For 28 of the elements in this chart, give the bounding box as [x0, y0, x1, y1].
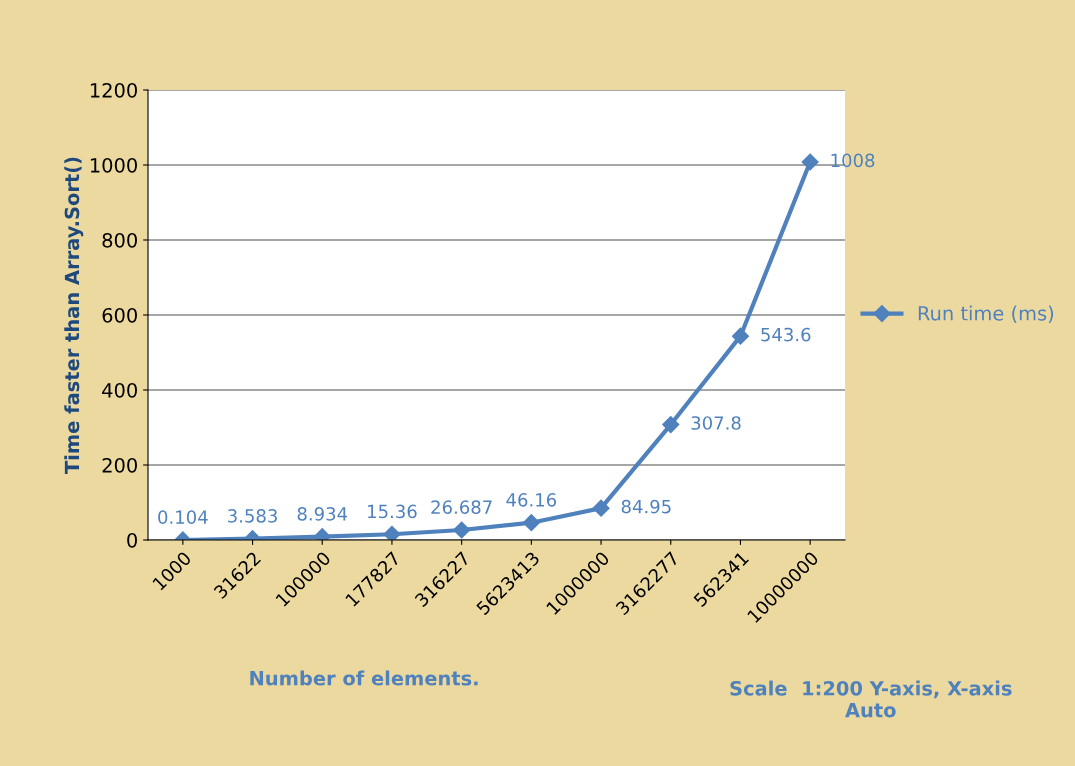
y-axis-title: Time faster than Array.Sort()	[64, 157, 84, 474]
data-label: 26.687	[431, 500, 492, 514]
y-tick-label: 1000	[90, 157, 137, 173]
data-label: 3.583	[228, 509, 277, 523]
y-tick-label: 800	[102, 232, 137, 248]
point	[731, 327, 750, 345]
y-tick-label: 400	[102, 382, 137, 398]
y-tick-label: 0	[127, 532, 137, 548]
point	[662, 416, 680, 434]
y-tick-label: 200	[102, 457, 137, 473]
legend-label: Run time (ms)	[918, 305, 1054, 323]
data-label: 307.8	[691, 416, 741, 430]
data-label: 8.934	[297, 506, 348, 521]
text: Scale 1:200 Y-axis, X-axis Auto	[730, 680, 1012, 718]
data-label: 46.16	[506, 493, 557, 507]
point	[522, 514, 540, 532]
point	[383, 525, 401, 540]
data-label: 84.95	[621, 499, 671, 514]
point	[801, 153, 819, 171]
y-tick-label: 1200	[90, 82, 137, 98]
y-tick-label: 600	[102, 307, 137, 323]
data-label: 543.6	[761, 327, 811, 342]
point	[592, 499, 610, 517]
data-label: 0.104	[158, 510, 208, 524]
data-label: 1008	[831, 153, 875, 168]
x-axis-title: Number of elements.	[250, 670, 478, 686]
data-label: 15.36	[368, 504, 417, 519]
point	[453, 521, 471, 539]
